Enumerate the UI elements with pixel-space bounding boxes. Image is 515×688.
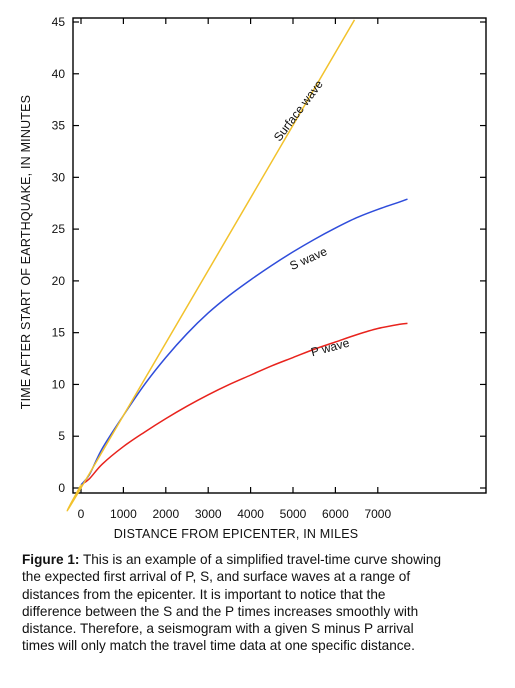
y-tick-label: 10 bbox=[52, 377, 66, 391]
y-tick-label: 20 bbox=[52, 274, 66, 288]
y-tick-label: 30 bbox=[52, 170, 66, 184]
y-tick-label: 5 bbox=[58, 429, 65, 443]
caption-line: distances from the epicenter. It is impo… bbox=[22, 586, 386, 602]
x-tick-label: 3000 bbox=[195, 507, 222, 521]
travel-time-chart: 0 1000 2000 3000 4000 5000 6000 7000 0 5 10 15 20 25… bbox=[19, 15, 487, 541]
caption-title: Figure 1: bbox=[22, 552, 80, 567]
y-tick-label: 40 bbox=[52, 67, 66, 81]
figure-caption: Figure 1: This is an example of a simpli… bbox=[22, 551, 510, 655]
chart-series: P wave S wave Surface wave bbox=[66, 19, 408, 512]
y-tick-label: 25 bbox=[52, 222, 66, 236]
y-tick-label: 35 bbox=[52, 119, 66, 133]
x-tick-label: 4000 bbox=[237, 507, 264, 521]
y-tick-labels: 0 5 10 15 20 25 30 35 40 45 bbox=[52, 15, 66, 495]
y-tick-label: 45 bbox=[52, 15, 66, 29]
plot-frame bbox=[72, 17, 487, 494]
p-wave-curve bbox=[80, 322, 408, 486]
caption-line: the expected first arrival of P, S, and … bbox=[22, 569, 411, 585]
caption-line: distance. Therefore, a seismogram with a… bbox=[22, 621, 414, 637]
caption-line: times will only match the travel time da… bbox=[22, 638, 415, 654]
axis-ticks bbox=[73, 18, 486, 493]
y-tick-label: 0 bbox=[58, 481, 65, 495]
caption-line: difference between the S and the P times… bbox=[22, 603, 419, 619]
x-tick-label: 2000 bbox=[152, 507, 179, 521]
y-axis-label: TIME AFTER START OF EARTHQUAKE, IN MINUT… bbox=[19, 95, 33, 409]
x-tick-label: 6000 bbox=[322, 507, 349, 521]
x-tick-labels: 0 1000 2000 3000 4000 5000 6000 7000 bbox=[78, 507, 392, 521]
caption-line: This is an example of a simplified trave… bbox=[82, 552, 442, 567]
surface-wave-label: Surface wave bbox=[271, 77, 326, 144]
x-axis-label: DISTANCE FROM EPICENTER, IN MILES bbox=[114, 527, 359, 541]
surface-wave-curve bbox=[66, 19, 356, 512]
x-tick-label: 0 bbox=[78, 507, 85, 521]
x-tick-label: 5000 bbox=[280, 507, 307, 521]
s-wave-label: S wave bbox=[288, 244, 330, 273]
x-tick-label: 7000 bbox=[364, 507, 391, 521]
p-wave-label: P wave bbox=[309, 336, 351, 360]
x-tick-label: 1000 bbox=[110, 507, 137, 521]
y-tick-label: 15 bbox=[52, 326, 66, 340]
